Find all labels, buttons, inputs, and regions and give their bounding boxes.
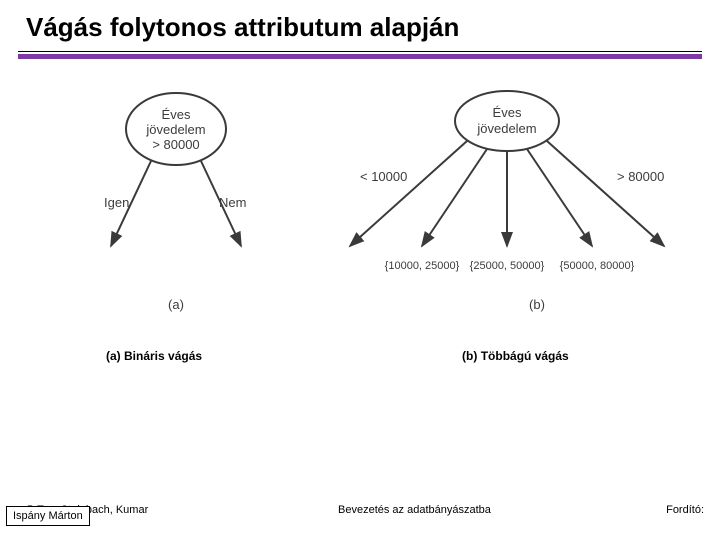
underline-thick <box>18 54 702 59</box>
edge-label-b-left: < 10000 <box>360 169 407 184</box>
footer: © Tan, Steinbach, Kumar Bevezetés az ada… <box>18 494 708 526</box>
edge-b-4 <box>527 149 592 246</box>
title-underline <box>18 51 702 59</box>
leaf-b-1: {10000, 25000} <box>385 260 460 272</box>
edge-b-1 <box>350 141 467 246</box>
diagrams-row: Éves jövedelem > 80000 Igen Nem (a) Éve <box>18 81 702 341</box>
edge-label-b-right: > 80000 <box>617 169 664 184</box>
edge-b-5 <box>547 141 664 246</box>
edge-b-2 <box>422 149 487 246</box>
diagram-a: Éves jövedelem > 80000 Igen Nem (a) <box>56 81 296 341</box>
page-title: Vágás folytonos attributum alapján <box>18 12 702 43</box>
footer-right: Fordító: <box>666 504 704 516</box>
panel-label-a: (a) <box>168 297 184 312</box>
root-text-a-line3: > 80000 <box>152 137 199 152</box>
leaf-b-2: {25000, 50000} <box>470 260 545 272</box>
caption-b: (b) Többágú vágás <box>462 349 569 363</box>
diagram-a-svg: Éves jövedelem > 80000 Igen Nem (a) <box>56 81 296 341</box>
underline-thin <box>18 51 702 52</box>
diagram-b: Éves jövedelem < 10000 > 80000 {10000, 2… <box>322 81 692 341</box>
footer-center: Bevezetés az adatbányászatba <box>338 504 491 516</box>
diagram-b-svg: Éves jövedelem < 10000 > 80000 {10000, 2… <box>322 81 692 341</box>
root-text-b-line2: jövedelem <box>476 121 536 136</box>
edge-label-no: Nem <box>219 195 246 210</box>
slide: Vágás folytonos attributum alapján Éves … <box>0 0 720 540</box>
edge-label-yes: Igen <box>104 195 129 210</box>
leaf-b-3: {50000, 80000} <box>560 260 635 272</box>
root-text-b-line1: Éves <box>493 105 522 120</box>
footer-translator-box: Ispány Márton <box>6 506 90 526</box>
root-text-a-line1: Éves <box>162 107 191 122</box>
panel-label-b: (b) <box>529 297 545 312</box>
root-text-a-line2: jövedelem <box>145 122 205 137</box>
captions-row: (a) Bináris vágás (b) Többágú vágás <box>18 349 702 363</box>
caption-a: (a) Bináris vágás <box>106 349 202 363</box>
